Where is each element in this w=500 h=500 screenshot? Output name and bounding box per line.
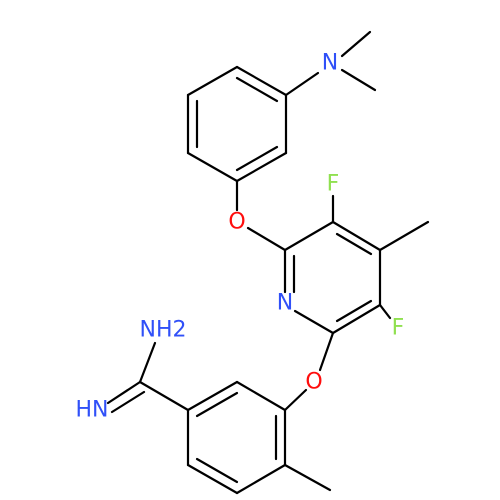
atom-label: O: [228, 210, 245, 235]
atom-label: F: [392, 316, 405, 341]
atom-label: N: [322, 51, 338, 76]
atom-label: F: [327, 172, 340, 197]
atom-label: NH2: [140, 318, 187, 343]
atom-label: N: [277, 291, 293, 316]
atom-labels: N O F N F O NH2 HN: [76, 51, 405, 423]
atom-label: HN: [76, 398, 109, 423]
bonds: [106, 30, 430, 495]
atom-label: O: [305, 370, 322, 395]
